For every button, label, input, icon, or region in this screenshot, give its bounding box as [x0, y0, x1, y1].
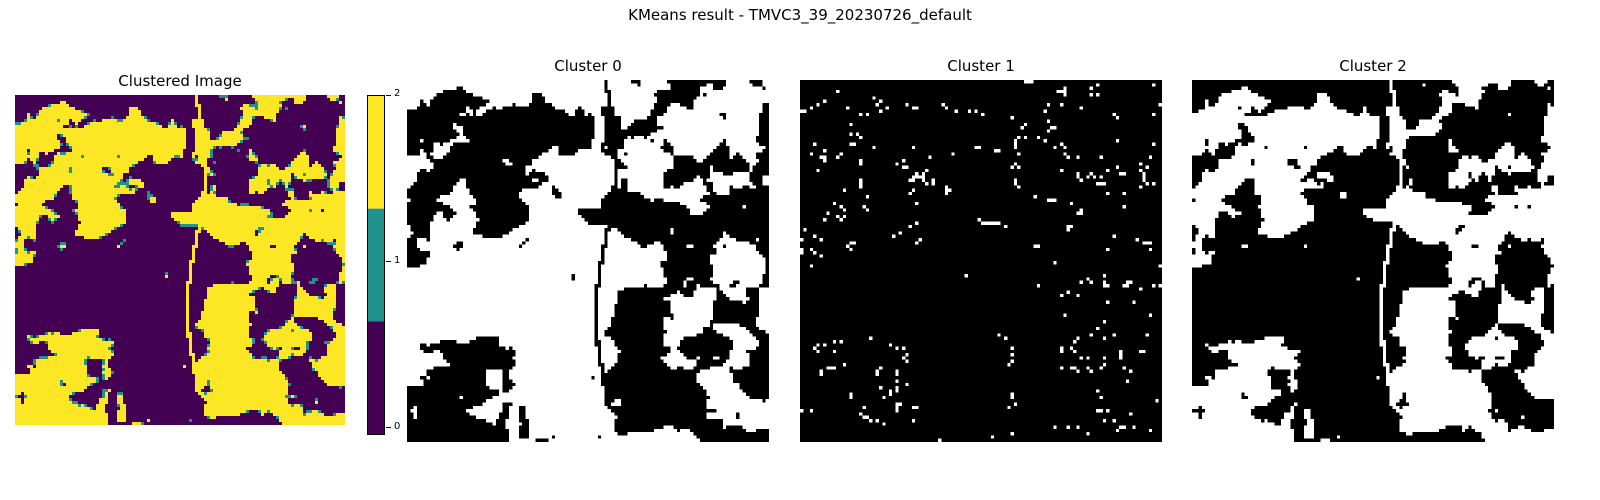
- clustered-image-heatmap: [15, 95, 345, 425]
- cluster-2-mask: [1192, 80, 1554, 442]
- clustered-image-title: Clustered Image: [118, 72, 242, 90]
- colorbar-label-1: 1: [394, 255, 401, 266]
- cluster-0-title: Cluster 0: [554, 57, 622, 75]
- cluster-2-title: Cluster 2: [1339, 57, 1407, 75]
- colorbar-tick-1: [386, 261, 391, 262]
- colorbar: [367, 95, 385, 435]
- cluster-0-pixels: [407, 80, 769, 442]
- colorbar-label-0: 0: [394, 421, 401, 432]
- colorbar-tick-2: [386, 95, 391, 96]
- colorbar-tick-0: [386, 427, 391, 428]
- colorbar-bands: [368, 96, 384, 434]
- cluster-1-title: Cluster 1: [947, 57, 1015, 75]
- cluster-1-pixels: [800, 80, 1162, 442]
- figure-title: KMeans result - TMVC3_39_20230726_defaul…: [628, 6, 972, 24]
- cluster-1-mask: [800, 80, 1162, 442]
- colorbar-band-2: [368, 96, 384, 209]
- colorbar-label-2: 2: [394, 88, 401, 99]
- cluster-0-mask: [407, 80, 769, 442]
- clustered-image-pixels: [15, 95, 345, 425]
- cluster-2-pixels: [1192, 80, 1554, 442]
- colorbar-band-0: [368, 321, 384, 434]
- colorbar-band-1: [368, 208, 384, 322]
